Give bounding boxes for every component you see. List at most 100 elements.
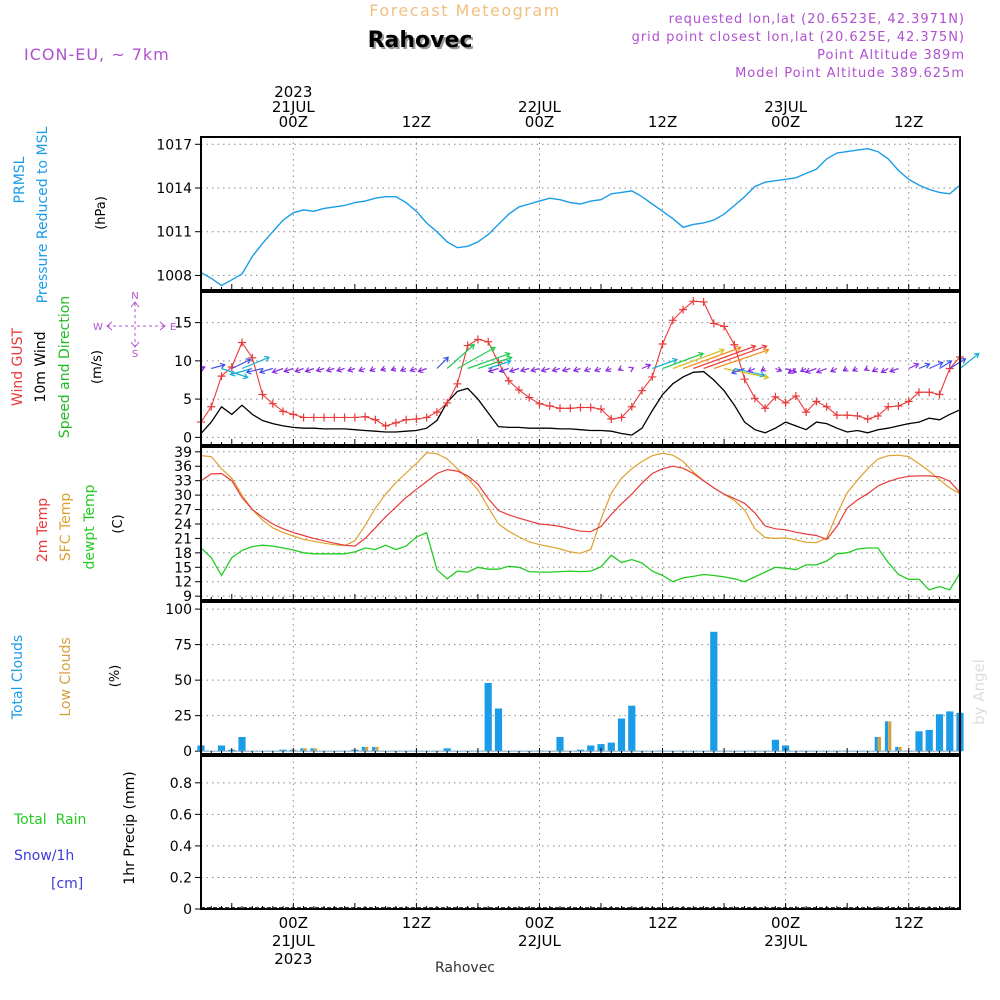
time-label-top: 21JUL xyxy=(272,98,315,116)
gust-marker xyxy=(894,401,903,410)
gust-marker xyxy=(730,340,739,349)
low-cloud-bar xyxy=(877,737,881,752)
wind-direction-arrow xyxy=(417,367,427,374)
wind-direction-arrow xyxy=(231,358,252,370)
gust-marker xyxy=(422,413,431,422)
model-altitude: Model Point Altitude 389.625m xyxy=(735,66,965,81)
gust-marker xyxy=(740,375,749,384)
wind-direction-arrow xyxy=(628,366,635,373)
snow-label: Snow/1h xyxy=(14,848,74,864)
time-label-bottom: 12Z xyxy=(894,914,923,932)
gust-marker xyxy=(238,338,247,347)
wind-direction-arrow xyxy=(508,367,520,374)
tick-label-pressure: 1014 xyxy=(156,181,192,197)
t2m-label: 2m Temp xyxy=(35,498,51,562)
gust-marker xyxy=(330,413,339,422)
total-cloud-bar xyxy=(607,742,615,752)
wind-direction-arrow xyxy=(304,367,315,374)
tick-label-wind: 10 xyxy=(174,354,192,370)
gust-marker xyxy=(935,390,944,399)
total-cloud-bar xyxy=(484,683,492,752)
gust-marker xyxy=(289,410,298,419)
low-cloud-bar xyxy=(375,746,379,752)
compass-n: N xyxy=(131,291,138,302)
dewpt-line xyxy=(200,531,961,591)
gust-marker xyxy=(443,398,452,407)
total-cloud-bar xyxy=(617,718,626,752)
footer-station: Rahovec xyxy=(435,960,495,976)
time-label-bottom: 12Z xyxy=(402,914,431,932)
total-cloud-bar xyxy=(925,729,933,752)
total-cloud-bar xyxy=(279,749,287,752)
wind-direction-arrow xyxy=(593,366,602,373)
wind-direction-arrow xyxy=(245,367,263,375)
gust-marker xyxy=(217,372,226,381)
gust-marker xyxy=(299,413,308,422)
time-label-bottom: 12Z xyxy=(648,914,677,932)
total-clouds-label: Total Clouds xyxy=(10,635,26,720)
wind-direction-arrow xyxy=(693,344,757,370)
wind-direction-arrow xyxy=(829,366,838,373)
wind-direction-arrow xyxy=(540,366,550,373)
gust-marker xyxy=(597,405,606,414)
sfc-label: SFC Temp xyxy=(58,493,74,562)
wind-direction-arrow xyxy=(804,367,817,374)
total-cloud-bar xyxy=(597,744,605,752)
precip-ylabel: 1hr Precip (mm) xyxy=(122,771,138,884)
wind-direction-arrow xyxy=(477,355,513,370)
compass-s: S xyxy=(132,349,138,360)
gust-marker xyxy=(925,388,934,397)
wind-direction-arrow xyxy=(851,366,858,372)
total-cloud-bar xyxy=(238,737,246,752)
wind-direction-arrow xyxy=(604,366,612,373)
station-title: Rahovec xyxy=(368,28,473,53)
total-cloud-bar xyxy=(935,714,944,752)
gust-marker xyxy=(750,394,759,403)
gust-marker xyxy=(586,403,595,412)
prmsl-label: PRMSL xyxy=(12,156,28,203)
time-label-top: 12Z xyxy=(402,113,431,131)
gust-marker xyxy=(504,376,513,385)
wind-direction-arrow xyxy=(315,366,325,373)
temp-unit: (C) xyxy=(111,514,126,533)
wind-direction-arrow xyxy=(787,367,797,374)
tick-label-temp: 33 xyxy=(174,474,192,490)
gust-marker xyxy=(638,386,647,395)
time-label-top: 00Z xyxy=(279,113,308,131)
wind-direction-arrow xyxy=(641,363,652,370)
wind-direction-arrow xyxy=(519,366,530,373)
tick-label-temp: 24 xyxy=(174,517,192,533)
forecast-title: Forecast Meteogram xyxy=(369,1,560,20)
wind-direction-arrow xyxy=(436,356,449,369)
wind-direction-arrow xyxy=(498,367,509,374)
gust-marker xyxy=(617,413,626,422)
total-cloud-bar xyxy=(372,746,376,752)
pressure-panel-labels: PRMSL Pressure Reduced to MSL (hPa) xyxy=(12,126,109,303)
total-cloud-bar xyxy=(361,746,365,752)
total-cloud-bar xyxy=(310,748,314,752)
gust-marker xyxy=(484,337,493,346)
tick-label-temp: 9 xyxy=(183,589,192,605)
gust-marker xyxy=(320,413,329,422)
gust-marker xyxy=(781,398,790,407)
wind10m-label: 10m Wind xyxy=(33,331,49,402)
time-label-top: 00Z xyxy=(771,113,800,131)
time-label-top: 2023 xyxy=(274,83,312,101)
wind-direction-arrow xyxy=(457,346,496,370)
wind-direction-arrow xyxy=(358,366,366,373)
tick-label-precip: 0.6 xyxy=(170,807,192,823)
grid-layer: 1008101110141017051015912151821242730333… xyxy=(156,137,960,918)
time-label-bottom: 23JUL xyxy=(764,932,807,950)
gust-marker xyxy=(361,412,370,421)
gust-marker xyxy=(679,305,688,314)
cloud-unit: (%) xyxy=(108,665,123,688)
grid-point-coords: grid point closest lon,lat (20.625E, 42.… xyxy=(632,30,965,45)
wind-direction-arrow xyxy=(949,358,967,370)
wind-series xyxy=(197,297,980,436)
total-cloud-bar xyxy=(874,737,878,752)
gust-marker xyxy=(268,399,277,408)
gust-marker xyxy=(207,402,216,411)
station-title-shadow: Rahovec xyxy=(370,30,475,55)
wind-direction-arrow xyxy=(871,366,879,373)
